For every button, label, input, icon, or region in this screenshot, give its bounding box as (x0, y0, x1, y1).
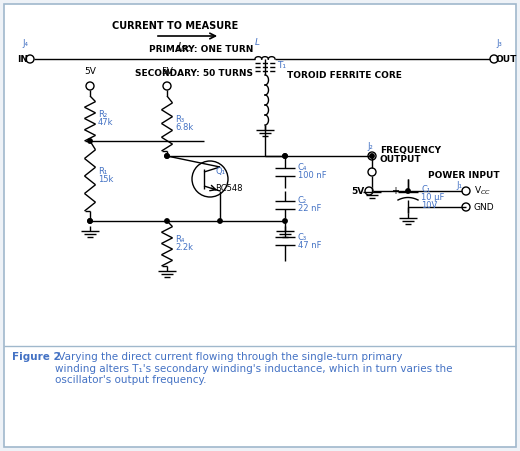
Circle shape (283, 154, 287, 158)
Text: 22 nF: 22 nF (298, 204, 321, 213)
Text: J₃: J₃ (496, 39, 502, 48)
Text: 47 nF: 47 nF (298, 240, 321, 249)
Text: CURRENT TO MEASURE: CURRENT TO MEASURE (112, 21, 238, 31)
Text: V$_{CC}$: V$_{CC}$ (474, 185, 491, 197)
Text: PRIMARY: ONE TURN: PRIMARY: ONE TURN (149, 45, 253, 54)
Text: 15k: 15k (98, 175, 113, 184)
Text: C₁: C₁ (421, 185, 430, 194)
Text: 5V: 5V (352, 187, 365, 195)
Text: IN: IN (17, 55, 28, 64)
Text: J₁: J₁ (456, 180, 462, 189)
Text: R₂: R₂ (98, 110, 107, 119)
Text: 10 µF: 10 µF (421, 193, 445, 202)
Circle shape (283, 219, 287, 223)
Circle shape (165, 219, 169, 223)
Text: 100 nF: 100 nF (298, 171, 327, 180)
FancyBboxPatch shape (4, 4, 516, 447)
Text: 10V: 10V (421, 202, 437, 211)
Text: J₂: J₂ (367, 142, 373, 151)
Text: Figure 2: Figure 2 (12, 352, 61, 362)
Text: OUT: OUT (496, 55, 517, 64)
Circle shape (165, 154, 169, 158)
Text: 2.2k: 2.2k (175, 243, 193, 252)
Text: GND: GND (474, 202, 495, 212)
Text: Q₁: Q₁ (215, 167, 225, 176)
Circle shape (88, 219, 92, 223)
Circle shape (88, 139, 92, 143)
Text: FREQUENCY: FREQUENCY (380, 146, 441, 155)
Circle shape (406, 189, 410, 193)
Text: J₄: J₄ (22, 39, 28, 48)
Text: 47k: 47k (98, 118, 113, 127)
Text: Varying the direct current flowing through the single-turn primary
winding alter: Varying the direct current flowing throu… (55, 352, 452, 385)
Text: R₃: R₃ (175, 115, 184, 124)
Text: R₁: R₁ (98, 167, 107, 176)
Text: T₁: T₁ (277, 60, 286, 69)
Text: POWER INPUT: POWER INPUT (428, 170, 500, 179)
Text: C₃: C₃ (298, 233, 307, 241)
Text: OUTPUT: OUTPUT (380, 156, 422, 165)
Circle shape (88, 219, 92, 223)
Text: 5V: 5V (84, 67, 96, 76)
Text: SECONDARY: 50 TURNS: SECONDARY: 50 TURNS (135, 69, 253, 78)
Circle shape (165, 154, 169, 158)
Text: $I_{DC}$: $I_{DC}$ (177, 40, 193, 54)
Text: BC548: BC548 (215, 184, 242, 193)
Text: R₄: R₄ (175, 235, 185, 244)
Circle shape (218, 219, 222, 223)
Text: +: + (391, 186, 399, 196)
Text: TOROID FERRITE CORE: TOROID FERRITE CORE (287, 70, 402, 79)
Text: C₂: C₂ (298, 196, 307, 205)
Text: C₄: C₄ (298, 164, 307, 172)
Text: 6.8k: 6.8k (175, 123, 193, 132)
Text: 5V: 5V (161, 67, 173, 76)
Circle shape (283, 154, 287, 158)
Circle shape (370, 154, 374, 158)
Text: L: L (254, 38, 259, 47)
